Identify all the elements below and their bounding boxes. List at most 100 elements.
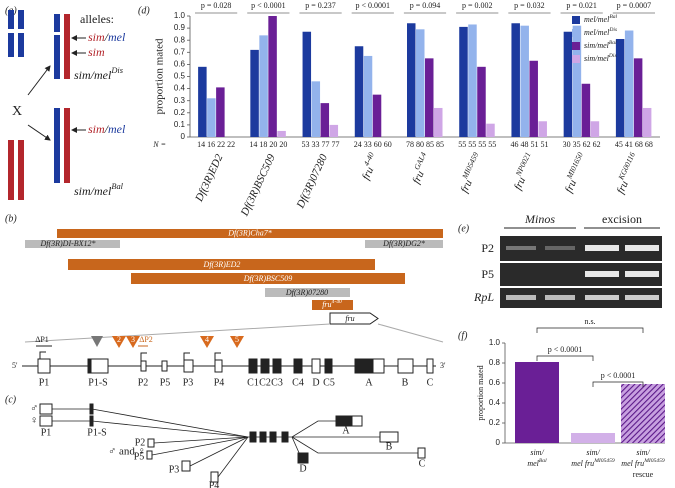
- n-label: 78 80 85 85: [406, 140, 444, 149]
- gel-band: [585, 295, 619, 300]
- insertion-triangle: [230, 336, 244, 348]
- exon-label: C: [427, 377, 434, 388]
- text-part: MI05459: [593, 458, 615, 464]
- promoter-arrow: [140, 352, 147, 361]
- chromosome: [18, 33, 24, 57]
- text-part: /: [104, 122, 110, 136]
- gel-band: [506, 295, 536, 300]
- p-value: p = 0.0007: [617, 1, 652, 10]
- text-part: NP0021: [514, 151, 533, 179]
- genotype-label: sim/melDis: [74, 66, 123, 81]
- text-part: Df(3R)BSC509: [238, 152, 278, 219]
- bar: [329, 124, 339, 137]
- exon: [269, 431, 277, 443]
- y-tick-label: 0.5: [174, 72, 186, 81]
- text-part: Bal: [609, 40, 617, 46]
- p-value: p = 0.032: [514, 1, 545, 10]
- bar: [581, 83, 591, 137]
- deficiency-bar: [25, 240, 120, 248]
- promoter-arrows: [39, 351, 221, 361]
- deficiency-bar: [265, 288, 350, 297]
- bar: [563, 31, 573, 138]
- gel-band: [545, 246, 575, 250]
- exon-label: C3: [271, 377, 283, 388]
- y-tick-label: 0.3: [174, 96, 186, 105]
- n-label: 45 41 68 68: [615, 140, 653, 149]
- exon: [354, 358, 374, 374]
- promoter-arrow: [214, 352, 221, 360]
- end-label: 3': [440, 361, 446, 370]
- n-label: 53 33 77 77: [302, 140, 340, 149]
- chromosome: [18, 10, 24, 29]
- deletion-label: ΔP2: [139, 335, 153, 344]
- exon: [248, 358, 258, 374]
- gel-band: [545, 295, 575, 300]
- y-tick-label: 1.0: [174, 11, 186, 20]
- panel-label: (d): [138, 5, 150, 16]
- exon: [90, 358, 109, 374]
- exon-label: C: [419, 458, 426, 469]
- genotype-label: sim/melBal: [74, 182, 124, 197]
- gel-lane-row: [500, 288, 662, 308]
- chromosome: [18, 140, 24, 200]
- allele-label: sim/mel: [88, 122, 126, 136]
- n-label: 55 55 55 55: [458, 140, 496, 149]
- bar: [615, 38, 625, 137]
- text-part: sim/: [586, 448, 600, 457]
- exon-label: P3: [169, 464, 180, 475]
- exon: [147, 438, 155, 448]
- exon: [89, 415, 94, 427]
- bar: [590, 121, 600, 137]
- x-tick-label: mel fruMI05459: [621, 458, 665, 468]
- gel-band: [506, 246, 536, 250]
- text-part: mel fru: [571, 459, 594, 468]
- exon-label: A: [365, 377, 373, 388]
- exon: [379, 431, 399, 443]
- comparison-label: p < 0.0001: [601, 371, 636, 380]
- allele-label: sim: [88, 45, 105, 59]
- sex-symbol: ♀: [30, 415, 38, 427]
- exon: [293, 358, 303, 374]
- y-tick-label: 0.4: [174, 84, 186, 93]
- exon: [260, 358, 270, 374]
- panel-a: alleles: sim/mel sim sim/melDis X sim/me…: [8, 10, 126, 200]
- isoform-lines: [52, 408, 418, 478]
- zoom-lines: [24, 323, 444, 343]
- panel-label: (c): [5, 394, 17, 405]
- text-part: Bal: [609, 14, 617, 20]
- text-part: fru: [614, 178, 631, 195]
- text-part: fru: [322, 300, 331, 309]
- arrow: [27, 65, 51, 96]
- gene-label: fru: [345, 314, 354, 323]
- exon-label: D: [312, 377, 319, 388]
- p-value: p < 0.0001: [356, 1, 391, 10]
- legend-swatch: [572, 29, 580, 37]
- text-part: 4-40: [362, 151, 376, 168]
- exon: [89, 403, 94, 415]
- exons: [37, 358, 434, 374]
- bar: [277, 130, 286, 137]
- insertion-label: 4: [205, 335, 209, 344]
- panel-b: Df(3R)Cha7* Df(3R)DI-BX12* Df(3R)DG2* Df…: [12, 228, 446, 388]
- x-tick-label: fruGAL4: [407, 151, 434, 186]
- deficiency-label: Df(3R)07280: [285, 288, 328, 297]
- isoform-line: [153, 436, 249, 444]
- bar: [302, 31, 312, 138]
- text-part: MI05459: [460, 151, 481, 181]
- x-tick-label: sim/: [586, 448, 600, 457]
- legend-swatch: [572, 16, 580, 24]
- x-tick-label: sim/: [636, 448, 650, 457]
- isoform-exons: [39, 403, 426, 483]
- deficiency-label: Df(3R)BSC509: [243, 274, 292, 283]
- legend-label: mel/melBal: [584, 14, 618, 24]
- y-tick-label: 0.8: [489, 358, 501, 367]
- promoter-arrow: [39, 351, 46, 359]
- n-label: 14 16 22 22: [197, 140, 235, 149]
- chromosome: [64, 14, 70, 79]
- bar: [407, 23, 416, 137]
- text-part: Dis: [608, 27, 617, 33]
- bar: [477, 66, 486, 137]
- x-tick-label: fruMI05459: [455, 151, 486, 195]
- gel-band: [585, 271, 619, 277]
